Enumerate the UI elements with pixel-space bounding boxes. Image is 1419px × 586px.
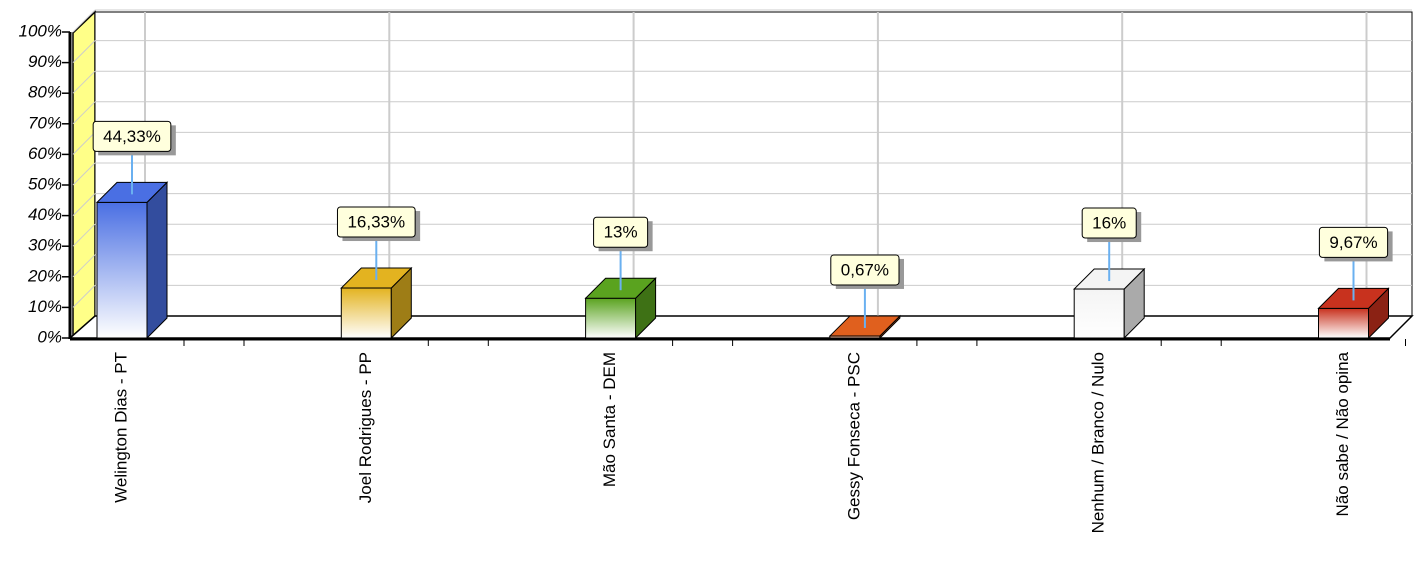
grid xyxy=(72,9,1412,346)
label-box xyxy=(92,120,172,152)
y-tick-label: 90% xyxy=(28,52,62,71)
y-tick-label: 100% xyxy=(19,21,62,40)
label-box xyxy=(336,206,416,238)
value-label: 13% xyxy=(604,223,638,242)
label-box xyxy=(593,216,649,248)
value-label: 16% xyxy=(1092,214,1126,233)
floor xyxy=(68,315,1414,339)
y-tick-label: 70% xyxy=(28,113,62,132)
grid-line xyxy=(72,9,96,33)
value-label: 9,67% xyxy=(1329,233,1377,252)
y-tick-label: 40% xyxy=(28,205,62,224)
label-box xyxy=(1318,226,1389,258)
grid-line xyxy=(72,132,96,155)
bar-side-shade xyxy=(1124,269,1145,338)
bar-front xyxy=(1073,288,1125,339)
grid-line xyxy=(72,223,96,247)
bar-side-shade xyxy=(1368,288,1389,338)
bar-side-shade xyxy=(635,278,656,338)
value-label: 16,33% xyxy=(347,213,405,232)
x-tick-label: Mão Santa - DEM xyxy=(600,352,619,487)
y-tick-label: 0% xyxy=(37,327,62,346)
grid-line xyxy=(72,101,96,125)
y-tick-label: 20% xyxy=(27,266,62,285)
grid-line xyxy=(72,40,96,63)
value-label: 44,33% xyxy=(103,127,161,146)
back-wall xyxy=(94,11,1413,317)
marks: 44,33% 16,33% 13% 0,67% 16% 9,67% xyxy=(92,120,1393,340)
x-tick-label: Não sabe / Não opina xyxy=(1333,351,1352,516)
y-tick-label: 50% xyxy=(28,174,62,193)
y-tick-label: 10% xyxy=(28,297,62,316)
label-box xyxy=(830,254,900,286)
bar-front xyxy=(585,297,637,339)
x-tick-label: Nenhum / Branco / Nulo xyxy=(1089,352,1108,533)
grid-line xyxy=(72,70,96,94)
bar-front xyxy=(96,201,148,339)
x-tick-label: Joel Rodrigues - PP xyxy=(356,352,375,503)
grid-line xyxy=(72,162,96,186)
x-tick-label: Welington Dias - PT xyxy=(111,352,130,503)
bar-front xyxy=(340,287,392,339)
bar-front xyxy=(1318,307,1369,339)
value-label: 0,67% xyxy=(841,260,889,279)
y-tick-label: 30% xyxy=(28,236,62,255)
grid-line xyxy=(72,285,96,308)
bar-side-shade xyxy=(147,182,167,338)
label-box xyxy=(1081,207,1137,239)
x-tick-label: Gessy Fonseca - PSC xyxy=(844,352,863,520)
grid-line xyxy=(72,254,96,278)
y-tick-label: 60% xyxy=(28,144,62,163)
bar-side-shade xyxy=(391,268,412,338)
y-tick-label: 80% xyxy=(28,83,62,102)
grid-line xyxy=(72,193,96,216)
